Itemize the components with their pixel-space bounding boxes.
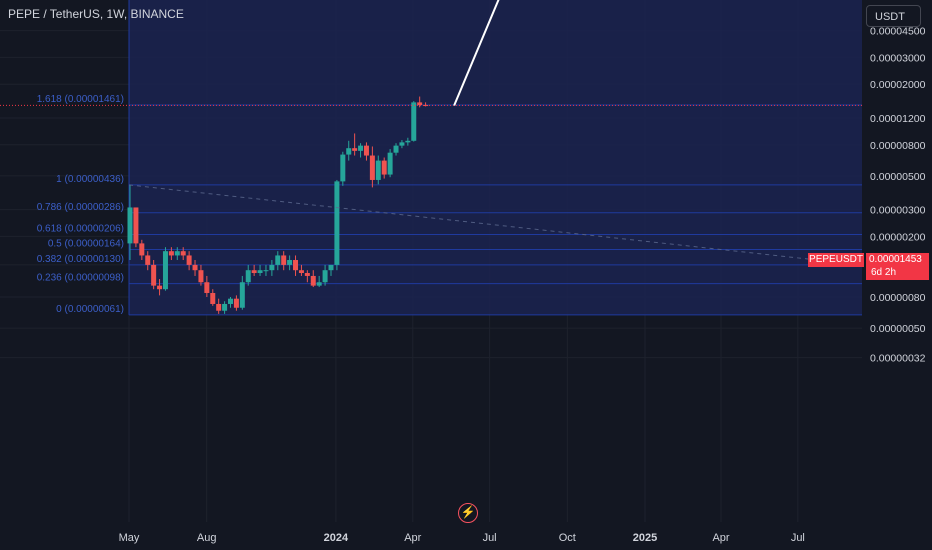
candle-body [257,270,263,274]
y-axis-tick-label: 0.00000080 [870,292,926,304]
candle-body [210,292,216,304]
candle-body [186,255,192,265]
candle-body [233,298,239,308]
fib-zone [129,0,862,315]
x-axis-tick-label: Apr [712,532,729,544]
candle-body [162,251,168,290]
fib-level-label: 1.618 (0.00001461) [37,94,124,105]
candle-body [275,255,281,265]
y-axis-tick-label: 0.00002000 [870,79,926,91]
candle-body [157,285,163,290]
x-axis-tick-label: May [119,532,140,544]
candle-body [298,270,304,274]
fib-level-label: 1 (0.00000436) [56,174,124,185]
price-tag-value: 0.00001453 [866,253,929,267]
fib-level-label: 0.236 (0.00000098) [37,273,124,284]
last-price-tag: PEPEUSDT 0.00001453 6d 2h [808,253,929,281]
candle-body [346,148,352,155]
candle-body [281,255,287,265]
y-axis-tick-label: 0.00000032 [870,353,926,365]
candle-body [263,270,269,272]
candle-body [387,152,393,175]
candle-body [293,260,299,271]
candle-body [363,145,369,156]
symbol-title[interactable]: PEPE / TetherUS, 1W, BINANCE [8,7,184,21]
chart-axes: 0.00004500 0.00003000 0.00002000 0.00001200… [119,26,926,544]
candle-body [180,251,186,256]
candle-body [151,264,157,286]
y-axis-tick-label: 0.00000800 [870,140,926,152]
y-axis-tick-label: 0.00001200 [870,113,926,125]
candle-body [192,264,198,271]
y-axis-tick-label: 0.00000500 [870,171,926,183]
candle-body [334,181,340,265]
candle-body [239,282,245,308]
candle-body [127,207,133,244]
candle-body [222,303,228,311]
candle-body [352,148,358,151]
candlestick-series [127,96,429,314]
candle-body [251,270,257,274]
candle-body [322,270,328,283]
fib-level-label: 0.618 (0.00000206) [37,223,124,234]
candle-body [417,102,423,106]
candle-body [133,207,139,244]
candle-body [245,270,251,283]
x-axis-tick-label: 2024 [324,532,349,544]
candle-body [310,275,316,286]
candle-body [139,243,145,256]
x-axis-tick-label: Aug [197,532,217,544]
y-axis-tick-label: 0.00004500 [870,26,926,38]
currency-button[interactable]: USDT [866,5,921,27]
target-arrow [453,0,500,106]
drawing-annotations[interactable] [0,0,863,266]
candle-body [174,251,180,256]
fibonacci-retracement[interactable]: 2.618 (0.00010352)1.618 (0.00001461)1 (0… [37,0,862,316]
x-axis-tick-label: Apr [404,532,421,544]
candle-body [168,251,174,256]
y-axis-tick-label: 0.00003000 [870,52,926,64]
candle-body [316,282,322,286]
candle-body [145,255,151,265]
candle-body [423,105,429,107]
candle-body [393,145,399,153]
tradingview-logo-icon[interactable]: ⚡ [458,503,478,523]
candle-body [411,102,417,141]
candle-body [375,160,381,180]
dashed-trendline [128,184,863,266]
candle-body [198,270,204,283]
fib-level-label: 0.5 (0.00000164) [48,239,124,250]
candle-body [358,145,364,151]
x-axis-tick-label: Oct [559,532,576,544]
x-axis-tick-label: Jul [791,532,805,544]
y-axis-tick-label: 0.00000050 [870,323,926,335]
candle-body [381,160,387,175]
candle-body [399,142,405,146]
candle-body [369,155,375,180]
candle-body [269,264,275,271]
price-tag-countdown: 6d 2h [866,266,929,280]
candle-body [405,140,411,143]
y-axis-tick-label: 0.00000300 [870,205,926,217]
y-axis-tick-label: 0.00000200 [870,231,926,243]
fib-level-label: 0.786 (0.00000286) [37,202,124,213]
fib-level-label: 0.382 (0.00000130) [37,254,124,265]
candle-body [328,264,334,271]
candle-body [204,282,210,293]
candle-body [216,303,222,311]
candle-body [227,298,233,304]
fib-level-label: 0 (0.00000061) [56,304,124,315]
candle-body [304,273,310,276]
price-tag-symbol: PEPEUSDT [808,253,864,267]
candle-body [287,260,293,265]
x-axis-tick-label: Jul [483,532,497,544]
x-axis-tick-label: 2025 [633,532,657,544]
candle-body [340,154,346,182]
